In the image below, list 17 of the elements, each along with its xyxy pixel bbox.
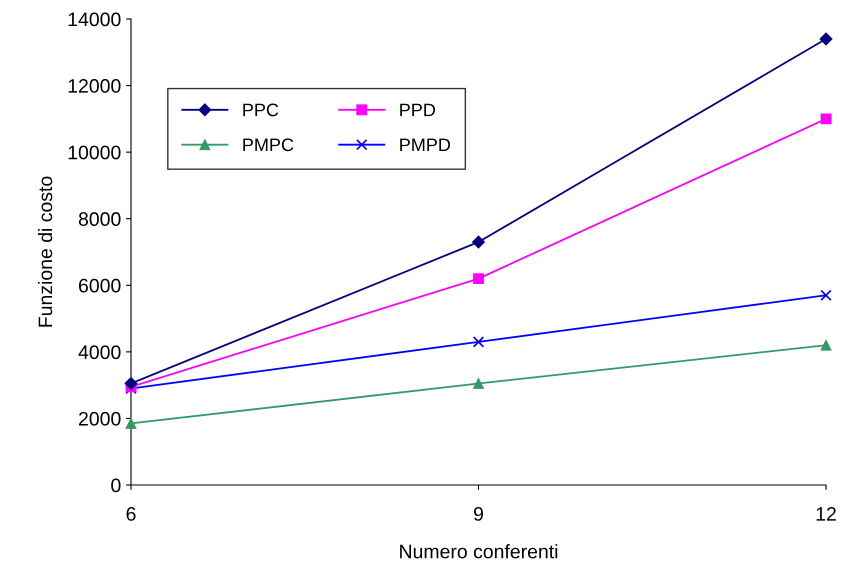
y-tick-label: 8000	[78, 212, 121, 226]
legend-label: PMPC	[243, 138, 294, 152]
y-tick-label: 12000	[68, 79, 121, 93]
x-tick-label: 9	[474, 507, 483, 521]
y-tick-label: 14000	[68, 12, 121, 26]
y-axis-title: Funzione di costo	[38, 176, 52, 327]
legend-label: PPC	[243, 104, 278, 116]
x-tick-label: 6	[126, 507, 136, 521]
legend-label: PMPD	[400, 138, 450, 152]
y-tick-label: 4000	[78, 345, 121, 360]
legend-label: PPD	[400, 104, 436, 116]
y-tick-label: 0	[111, 478, 121, 492]
y-tick-label: 6000	[79, 278, 121, 293]
x-axis-title: Numero conferenti	[400, 544, 558, 558]
x-tick-label: 12	[816, 507, 836, 521]
y-tick-label: 2000	[79, 412, 121, 426]
y-tick-label: 10000	[68, 146, 121, 160]
